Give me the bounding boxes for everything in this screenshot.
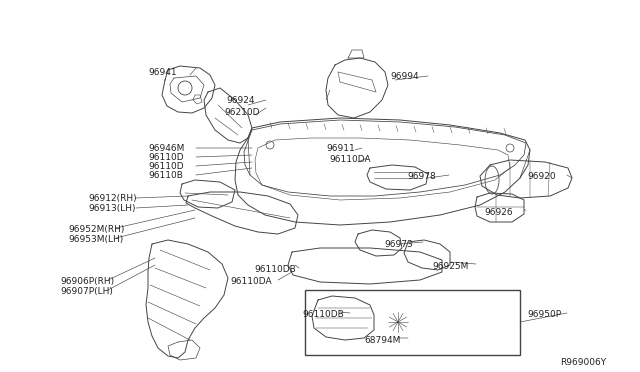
Text: 96953M(LH): 96953M(LH) bbox=[68, 235, 124, 244]
Text: 96913(LH): 96913(LH) bbox=[88, 204, 136, 213]
Text: 96973: 96973 bbox=[384, 240, 413, 249]
Text: 96110DA: 96110DA bbox=[230, 277, 271, 286]
Text: 96978: 96978 bbox=[407, 172, 436, 181]
Text: 96925M: 96925M bbox=[432, 262, 468, 271]
Text: 96210D: 96210D bbox=[224, 108, 259, 117]
Text: 96941: 96941 bbox=[148, 68, 177, 77]
Text: 96907P(LH): 96907P(LH) bbox=[60, 287, 113, 296]
Text: 96911: 96911 bbox=[326, 144, 355, 153]
Text: 96906P(RH): 96906P(RH) bbox=[60, 277, 114, 286]
Text: 96110D: 96110D bbox=[148, 162, 184, 171]
Text: 96994: 96994 bbox=[390, 72, 419, 81]
Text: 68794M: 68794M bbox=[364, 336, 401, 345]
Text: 96110D: 96110D bbox=[148, 153, 184, 162]
Text: R969006Y: R969006Y bbox=[560, 358, 606, 367]
Text: 96926: 96926 bbox=[484, 208, 513, 217]
Text: 96924: 96924 bbox=[226, 96, 255, 105]
Text: 96946M: 96946M bbox=[148, 144, 184, 153]
Text: 96110DB: 96110DB bbox=[302, 310, 344, 319]
Text: 96110B: 96110B bbox=[148, 171, 183, 180]
FancyBboxPatch shape bbox=[305, 290, 520, 355]
Text: 96952M(RH): 96952M(RH) bbox=[68, 225, 124, 234]
Text: 96912(RH): 96912(RH) bbox=[88, 194, 136, 203]
Text: 96920: 96920 bbox=[527, 172, 556, 181]
Text: 96110DA: 96110DA bbox=[329, 155, 371, 164]
Text: 96950P: 96950P bbox=[527, 310, 561, 319]
Text: 96110DB: 96110DB bbox=[254, 265, 296, 274]
